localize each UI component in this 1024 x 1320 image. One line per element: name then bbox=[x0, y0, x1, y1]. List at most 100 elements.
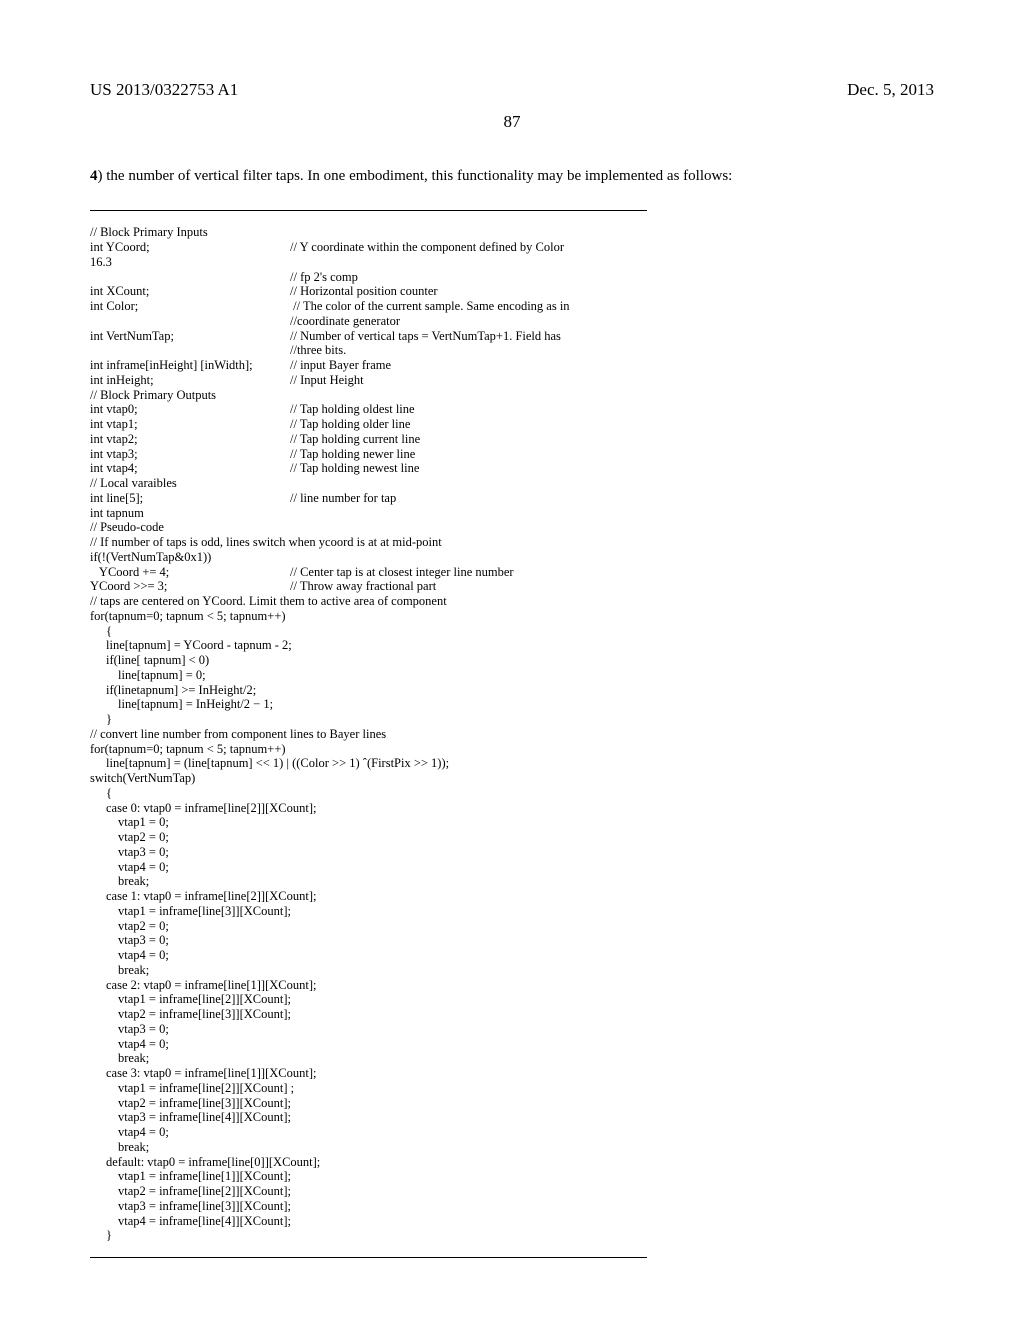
code-row: // fp 2's comp bbox=[90, 270, 647, 285]
code-line: vtap1 = 0; bbox=[90, 815, 647, 830]
code-line: vtap3 = 0; bbox=[90, 845, 647, 860]
code-line: // If number of taps is odd, lines switc… bbox=[90, 535, 647, 550]
code-line: line[tapnum] = 0; bbox=[90, 668, 647, 683]
code-comment: // Input Height bbox=[290, 373, 364, 388]
code-declaration: int inframe[inHeight] [inWidth]; bbox=[90, 358, 290, 373]
code-comment: //coordinate generator bbox=[290, 314, 400, 329]
code-line: } bbox=[90, 1228, 647, 1243]
code-declaration: int vtap1; bbox=[90, 417, 290, 432]
code-line: // Pseudo-code bbox=[90, 520, 647, 535]
code-line: line[tapnum] = YCoord - tapnum - 2; bbox=[90, 638, 647, 653]
page-header: US 2013/0322753 A1 Dec. 5, 2013 bbox=[90, 80, 934, 100]
code-comment: // Y coordinate within the component def… bbox=[290, 240, 564, 255]
code-line: vtap4 = inframe[line[4]][XCount]; bbox=[90, 1214, 647, 1229]
code-comment: // Horizontal position counter bbox=[290, 284, 438, 299]
code-line: break; bbox=[90, 963, 647, 978]
code-declaration: int vtap3; bbox=[90, 447, 290, 462]
intro-paragraph: 4) the number of vertical filter taps. I… bbox=[90, 166, 934, 186]
code-line: vtap2 = inframe[line[3]][XCount]; bbox=[90, 1007, 647, 1022]
code-comment: // Tap holding older line bbox=[290, 417, 410, 432]
code-row: //three bits. bbox=[90, 343, 647, 358]
code-line: case 0: vtap0 = inframe[line[2]][XCount]… bbox=[90, 801, 647, 816]
code-row: int vtap0;// Tap holding oldest line bbox=[90, 402, 647, 417]
code-line: vtap4 = 0; bbox=[90, 860, 647, 875]
code-row: //coordinate generator bbox=[90, 314, 647, 329]
code-line: vtap2 = 0; bbox=[90, 830, 647, 845]
code-row: int VertNumTap;// Number of vertical tap… bbox=[90, 329, 647, 344]
code-declaration: int vtap0; bbox=[90, 402, 290, 417]
code-line: // taps are centered on YCoord. Limit th… bbox=[90, 594, 647, 609]
code-row: int YCoord;// Y coordinate within the co… bbox=[90, 240, 647, 255]
code-comment: // Throw away fractional part bbox=[290, 579, 436, 594]
code-line: if(line[ tapnum] < 0) bbox=[90, 653, 647, 668]
patent-page: US 2013/0322753 A1 Dec. 5, 2013 87 4) th… bbox=[0, 0, 1024, 1318]
code-line: vtap1 = inframe[line[2]][XCount] ; bbox=[90, 1081, 647, 1096]
code-row: int vtap1;// Tap holding older line bbox=[90, 417, 647, 432]
code-comment: // fp 2's comp bbox=[290, 270, 358, 285]
code-line: if(!(VertNumTap&0x1)) bbox=[90, 550, 647, 565]
code-comment: // Tap holding current line bbox=[290, 432, 420, 447]
code-declaration: YCoord >>= 3; bbox=[90, 579, 290, 594]
code-line: line[tapnum] = (line[tapnum] << 1) | ((C… bbox=[90, 756, 647, 771]
code-line: // Local varaibles bbox=[90, 476, 647, 491]
code-line: vtap4 = 0; bbox=[90, 1125, 647, 1140]
code-declaration: int inHeight; bbox=[90, 373, 290, 388]
code-declaration bbox=[90, 343, 290, 358]
code-declaration bbox=[90, 270, 290, 285]
code-line: if(linetapnum] >= InHeight/2; bbox=[90, 683, 647, 698]
code-line: vtap1 = inframe[line[1]][XCount]; bbox=[90, 1169, 647, 1184]
code-line: vtap2 = 0; bbox=[90, 919, 647, 934]
code-line: vtap3 = inframe[line[4]][XCount]; bbox=[90, 1110, 647, 1125]
code-row: int XCount;// Horizontal position counte… bbox=[90, 284, 647, 299]
intro-text: ) the number of vertical filter taps. In… bbox=[98, 168, 733, 184]
code-line: line[tapnum] = InHeight/2 − 1; bbox=[90, 697, 647, 712]
code-row: int vtap2;// Tap holding current line bbox=[90, 432, 647, 447]
code-line: vtap3 = 0; bbox=[90, 1022, 647, 1037]
code-row: YCoord += 4;// Center tap is at closest … bbox=[90, 565, 647, 580]
page-number: 87 bbox=[90, 112, 934, 132]
code-line: { bbox=[90, 624, 647, 639]
code-row: int inHeight;// Input Height bbox=[90, 373, 647, 388]
code-line: break; bbox=[90, 874, 647, 889]
code-line: // convert line number from component li… bbox=[90, 727, 647, 742]
code-line: // Block Primary Inputs bbox=[90, 225, 647, 240]
code-comment: // input Bayer frame bbox=[290, 358, 391, 373]
intro-ref-number: 4 bbox=[90, 168, 98, 184]
code-line: int tapnum bbox=[90, 506, 647, 521]
code-line: for(tapnum=0; tapnum < 5; tapnum++) bbox=[90, 742, 647, 757]
code-comment: // Tap holding newer line bbox=[290, 447, 415, 462]
code-line: vtap2 = inframe[line[3]][XCount]; bbox=[90, 1096, 647, 1111]
code-row: int vtap4;// Tap holding newest line bbox=[90, 461, 647, 476]
code-declaration: int XCount; bbox=[90, 284, 290, 299]
publication-number: US 2013/0322753 A1 bbox=[90, 80, 238, 100]
code-row: int inframe[inHeight] [inWidth];// input… bbox=[90, 358, 647, 373]
code-line: 16.3 bbox=[90, 255, 647, 270]
pseudo-code-block: // Block Primary Inputsint YCoord;// Y c… bbox=[90, 210, 647, 1258]
code-line: // Block Primary Outputs bbox=[90, 388, 647, 403]
code-line: vtap3 = inframe[line[3]][XCount]; bbox=[90, 1199, 647, 1214]
code-line: { bbox=[90, 786, 647, 801]
code-declaration: int line[5]; bbox=[90, 491, 290, 506]
code-line: switch(VertNumTap) bbox=[90, 771, 647, 786]
code-declaration: int vtap4; bbox=[90, 461, 290, 476]
code-comment: // Tap holding newest line bbox=[290, 461, 419, 476]
code-line: } bbox=[90, 712, 647, 727]
code-line: break; bbox=[90, 1140, 647, 1155]
code-row: int line[5];// line number for tap bbox=[90, 491, 647, 506]
code-line: vtap1 = inframe[line[3]][XCount]; bbox=[90, 904, 647, 919]
code-line: case 3: vtap0 = inframe[line[1]][XCount]… bbox=[90, 1066, 647, 1081]
code-declaration: YCoord += 4; bbox=[90, 565, 290, 580]
code-line: default: vtap0 = inframe[line[0]][XCount… bbox=[90, 1155, 647, 1170]
code-line: vtap4 = 0; bbox=[90, 948, 647, 963]
code-line: vtap3 = 0; bbox=[90, 933, 647, 948]
code-row: int vtap3;// Tap holding newer line bbox=[90, 447, 647, 462]
code-comment: // Number of vertical taps = VertNumTap+… bbox=[290, 329, 561, 344]
code-declaration: int VertNumTap; bbox=[90, 329, 290, 344]
code-declaration: int vtap2; bbox=[90, 432, 290, 447]
code-line: case 2: vtap0 = inframe[line[1]][XCount]… bbox=[90, 978, 647, 993]
code-line: vtap2 = inframe[line[2]][XCount]; bbox=[90, 1184, 647, 1199]
publication-date: Dec. 5, 2013 bbox=[847, 80, 934, 100]
code-line: break; bbox=[90, 1051, 647, 1066]
code-declaration: int YCoord; bbox=[90, 240, 290, 255]
code-line: for(tapnum=0; tapnum < 5; tapnum++) bbox=[90, 609, 647, 624]
